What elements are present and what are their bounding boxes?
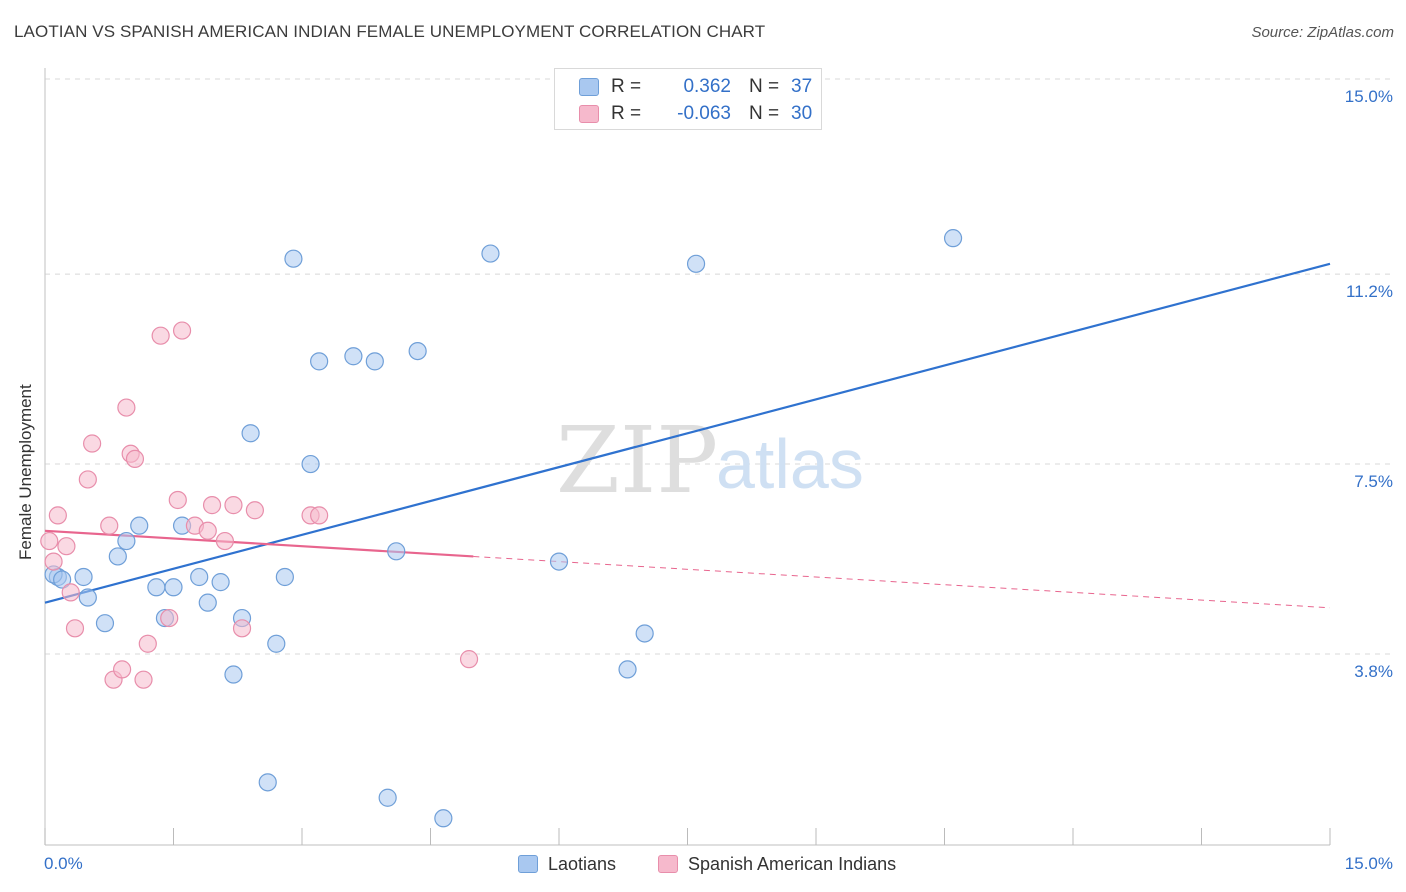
chart-title: LAOTIAN VS SPANISH AMERICAN INDIAN FEMAL…: [14, 22, 766, 41]
bottom-spanish-label: Spanish American Indians: [688, 853, 897, 874]
spanish-trend-line-extension: [473, 555, 1331, 609]
laotian-point: [310, 352, 329, 371]
y-tick-label: 7.5%: [1354, 472, 1393, 491]
laotian-point: [108, 547, 127, 566]
spanish-point: [100, 516, 119, 535]
spanish-point: [112, 660, 132, 679]
spanish-n-label: N =: [749, 103, 780, 124]
laotian-point: [53, 570, 72, 589]
bottom-laotian-label: Laotians: [548, 853, 617, 874]
laotian-point: [147, 578, 166, 597]
spanish-point: [57, 537, 76, 556]
laotian-swatch: [579, 78, 599, 96]
laotian-point: [408, 341, 427, 361]
spanish-point: [138, 634, 157, 653]
spanish-point: [198, 521, 217, 540]
laotian-point: [78, 588, 97, 607]
laotian-point: [275, 567, 294, 587]
spanish-swatch: [579, 105, 599, 123]
tick-label-layer: 3.8% 7.5% 11.2% 15.0% 0.0% 15.0%: [44, 87, 1393, 873]
y-tick-label: 3.8%: [1354, 662, 1393, 681]
laotian-point: [258, 773, 277, 792]
stats-legend-row-laotian: R = 0.362 N = 37: [579, 75, 812, 99]
laotian-point: [241, 424, 260, 443]
laotian-point: [95, 614, 115, 633]
laotian-point: [344, 347, 363, 366]
spanish-point: [168, 490, 187, 510]
spanish-point: [83, 434, 102, 453]
laotian-point: [387, 542, 406, 561]
laotian-point: [130, 516, 149, 535]
laotian-point: [618, 660, 637, 679]
laotian-r-value: 0.362: [683, 76, 731, 97]
chart-source: Source: ZipAtlas.com: [1251, 24, 1394, 41]
laotian-point: [635, 624, 654, 643]
y-tick-label: 11.2%: [1346, 282, 1393, 301]
laotian-point: [117, 531, 136, 551]
laotian-point: [198, 593, 217, 612]
spanish-point: [160, 608, 179, 628]
laotian-point: [481, 244, 500, 263]
spanish-point: [78, 470, 97, 489]
laotian-n-value: 37: [791, 76, 813, 97]
spanish-point: [61, 583, 80, 602]
laotian-trend-line: [44, 262, 1331, 604]
spanish-point: [151, 326, 170, 345]
laotian-point: [284, 249, 303, 268]
spanish-point: [232, 619, 252, 638]
bottom-spanish-swatch: [658, 855, 678, 873]
spanish-point: [202, 496, 222, 515]
laotian-point: [365, 352, 384, 371]
bottom-laotian-swatch: [518, 855, 538, 873]
laotian-point: [164, 578, 183, 597]
spanish-n-value: 30: [791, 103, 813, 124]
spanish-point: [172, 321, 192, 340]
laotian-n-label: N =: [749, 76, 780, 97]
spanish-point: [44, 552, 63, 571]
laotian-point: [267, 634, 286, 653]
laotian-point: [190, 567, 209, 587]
spanish-r-label: R =: [611, 103, 642, 124]
laotian-point: [301, 454, 320, 474]
stats-legend-row-spanish: R = -0.063 N = 30: [579, 102, 812, 126]
spanish-point: [40, 531, 59, 551]
points-layer: [40, 229, 963, 828]
watermark: ZIP atlas: [556, 407, 864, 514]
laotian-point: [211, 573, 230, 592]
spanish-point: [117, 398, 136, 417]
spanish-point: [215, 531, 234, 551]
spanish-point: [48, 506, 67, 525]
laotian-r-label: R =: [611, 76, 642, 97]
laotian-point: [549, 552, 569, 571]
laotian-point: [686, 254, 706, 273]
laotian-point: [378, 788, 397, 807]
spanish-point: [65, 619, 85, 638]
spanish-r-value: -0.063: [677, 103, 731, 124]
stats-legend: R = 0.362 N = 37 R = -0.063 N = 30: [554, 68, 822, 130]
laotian-point: [943, 229, 963, 248]
y-tick-label: 15.0%: [1345, 87, 1393, 106]
axis-layer: [44, 68, 1331, 846]
x-tick-label: 0.0%: [44, 854, 83, 873]
y-axis-label: Female Unemployment: [16, 384, 35, 560]
x-tick-label: 15.0%: [1345, 854, 1393, 873]
laotian-point: [434, 809, 453, 828]
spanish-point: [245, 501, 264, 520]
spanish-point: [459, 650, 479, 669]
bottom-legend-spanish: Spanish American Indians: [658, 852, 896, 876]
laotian-point: [224, 665, 243, 684]
spanish-point: [125, 449, 145, 469]
spanish-point: [224, 496, 243, 515]
laotian-point: [74, 567, 93, 587]
spanish-point: [134, 670, 153, 689]
watermark-atlas: atlas: [716, 425, 864, 503]
bottom-legend-laotian: Laotians: [518, 852, 616, 876]
grid-layer: [45, 78, 1395, 655]
spanish-point: [310, 506, 329, 525]
